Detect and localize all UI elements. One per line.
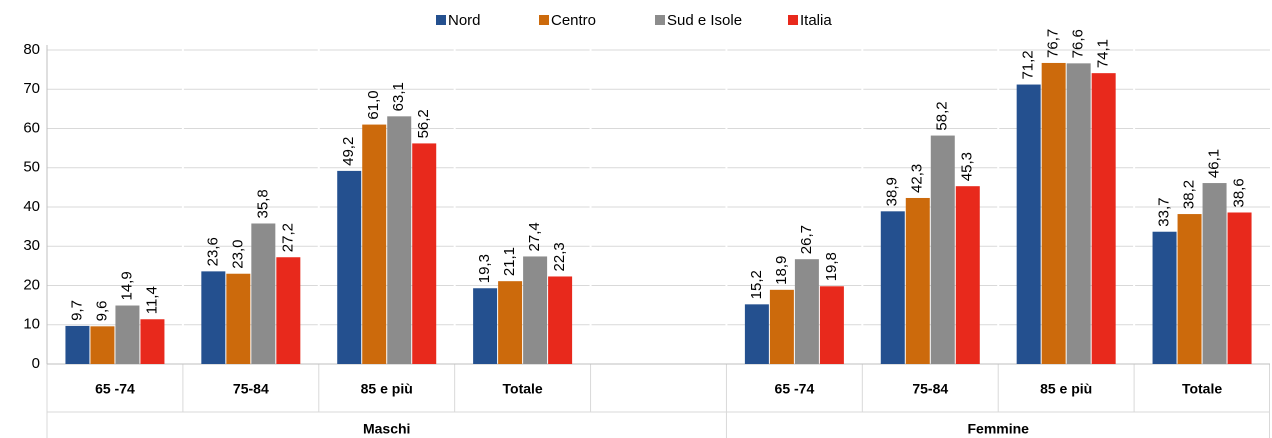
x-tick-label: 85 e più	[1040, 381, 1092, 397]
data-label: 27,2	[279, 223, 296, 252]
data-label: 76,6	[1070, 29, 1087, 58]
bar	[819, 286, 844, 364]
data-label: 19,8	[823, 252, 840, 281]
data-label: 74,1	[1095, 39, 1112, 68]
data-label: 22,3	[551, 242, 568, 271]
y-tick-label: 40	[23, 198, 40, 215]
x-tick-label: Totale	[503, 381, 543, 397]
data-label: 45,3	[959, 152, 976, 181]
data-label: 23,6	[204, 237, 221, 266]
data-label: 15,2	[748, 270, 765, 299]
bar	[337, 170, 362, 364]
data-label: 9,7	[68, 300, 85, 321]
legend-swatch	[788, 15, 798, 25]
bar	[276, 257, 301, 364]
y-tick-label: 60	[23, 119, 40, 136]
y-tick-label: 20	[23, 276, 40, 293]
bar	[251, 223, 276, 364]
x-tick-label: 85 e più	[361, 381, 413, 397]
legend-label: Italia	[800, 12, 832, 29]
y-tick-label: 0	[32, 355, 40, 372]
x-tick-label: Totale	[1182, 381, 1222, 397]
bar	[955, 186, 980, 364]
bar	[65, 325, 90, 364]
group-label: Maschi	[363, 421, 410, 437]
bar	[1152, 231, 1177, 364]
data-label: 18,9	[773, 256, 790, 285]
y-tick-label: 70	[23, 80, 40, 97]
bar	[473, 288, 498, 364]
bar	[1227, 212, 1252, 364]
bar	[744, 304, 769, 364]
bar	[90, 326, 115, 364]
data-label: 71,2	[1020, 50, 1037, 79]
bar	[769, 289, 794, 364]
data-label: 46,1	[1206, 149, 1223, 178]
bar	[1016, 84, 1041, 364]
data-label: 14,9	[118, 271, 135, 300]
bar	[412, 143, 437, 364]
bar	[1177, 214, 1202, 364]
legend-label: Sud e Isole	[667, 12, 742, 29]
bar	[115, 305, 140, 364]
bar	[1091, 73, 1116, 364]
group-label: Femmine	[967, 421, 1029, 437]
data-label: 42,3	[909, 164, 926, 193]
bar	[226, 273, 251, 364]
data-label: 63,1	[390, 82, 407, 111]
legend-swatch	[655, 15, 665, 25]
bar	[498, 281, 523, 364]
legend-swatch	[436, 15, 446, 25]
data-label: 9,6	[93, 300, 110, 321]
data-label: 49,2	[340, 137, 357, 166]
bar	[523, 256, 548, 364]
y-tick-label: 10	[23, 316, 40, 333]
data-label: 61,0	[365, 90, 382, 119]
bar	[1041, 62, 1066, 364]
bar	[1066, 63, 1091, 364]
legend-label: Centro	[551, 12, 596, 29]
data-label: 26,7	[798, 225, 815, 254]
legend-label: Nord	[448, 12, 481, 29]
bar	[930, 135, 955, 364]
y-tick-label: 50	[23, 159, 40, 176]
bar	[548, 276, 573, 364]
x-tick-label: 65 -74	[95, 381, 135, 397]
bar	[362, 124, 387, 364]
y-tick-label: 80	[23, 41, 40, 58]
bar	[1202, 183, 1227, 364]
data-label: 76,7	[1045, 29, 1062, 58]
data-label: 38,2	[1181, 180, 1198, 209]
data-label: 56,2	[415, 109, 432, 138]
data-label: 27,4	[526, 222, 543, 251]
y-tick-label: 30	[23, 237, 40, 254]
data-label: 33,7	[1156, 198, 1173, 227]
data-label: 38,9	[884, 177, 901, 206]
data-label: 21,1	[501, 247, 518, 276]
bar	[905, 197, 930, 364]
x-tick-label: 75-84	[912, 381, 948, 397]
data-label: 35,8	[254, 189, 271, 218]
data-label: 58,2	[934, 101, 951, 130]
bar	[387, 116, 412, 365]
bar	[140, 319, 165, 364]
bar	[201, 271, 226, 364]
data-label: 23,0	[229, 240, 246, 269]
legend-swatch	[539, 15, 549, 25]
data-label: 19,3	[476, 254, 493, 283]
x-tick-label: 75-84	[233, 381, 269, 397]
data-label: 38,6	[1231, 178, 1248, 207]
x-tick-label: 65 -74	[775, 381, 815, 397]
bar	[794, 259, 819, 364]
bar	[880, 211, 905, 364]
data-label: 11,4	[143, 286, 160, 314]
